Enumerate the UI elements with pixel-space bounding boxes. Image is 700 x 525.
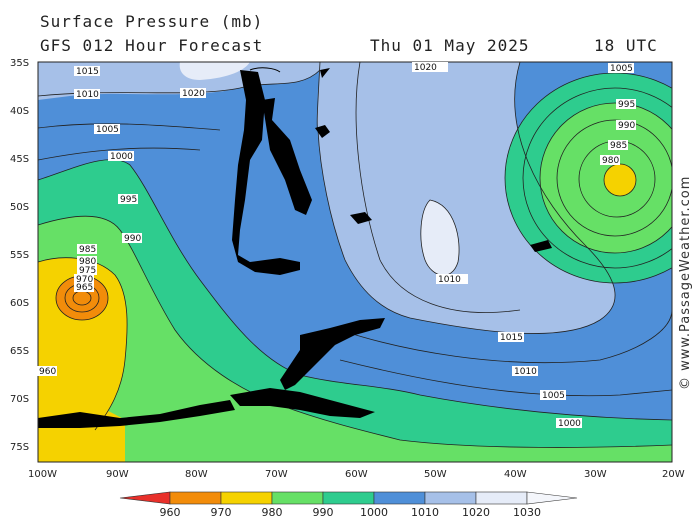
isobar-label: 970 (76, 275, 93, 285)
isobar-label: 1005 (610, 64, 633, 74)
chart-title: Surface Pressure (mb) (40, 12, 264, 31)
coast-fragment-north (320, 68, 330, 78)
lat-axis: 35S 40S 45S 50S 55S 60S 65S 70S 75S (10, 58, 29, 453)
forecast-subtitle: GFS 012 Hour Forecast (40, 36, 264, 55)
lon-axis: 100W 90W 80W 70W 60W 50W 40W 30W 20W (28, 469, 685, 480)
lon-tick-60w: 60W (345, 469, 368, 480)
antarctica-west (38, 400, 235, 428)
falkland-islands (350, 212, 372, 224)
credit-watermark: © www.PassageWeather.com (678, 176, 693, 390)
antarctica-coast (230, 388, 375, 418)
lon-tick-30w: 30W (584, 469, 607, 480)
isobar-label: 1010 (76, 90, 99, 100)
isobar-label: 965 (76, 283, 93, 293)
isobar-label: 960 (39, 367, 56, 377)
field-980-antarctic (38, 395, 125, 462)
lon-tick-80w: 80W (185, 469, 208, 480)
isobar-label: 1015 (76, 67, 99, 77)
isobar-label: 985 (610, 141, 627, 151)
lon-tick-50w: 50W (424, 469, 447, 480)
isobar-label: 990 (618, 121, 635, 131)
isobar-label: 995 (120, 195, 137, 205)
lon-tick-20w: 20W (662, 469, 685, 480)
lat-tick-70s: 70S (10, 394, 29, 405)
low-atlantic-core (604, 164, 636, 196)
isobar-label: 980 (79, 257, 96, 267)
land-outlines (38, 67, 552, 428)
south-america-land (232, 70, 300, 275)
field-1030-north (179, 62, 250, 80)
forecast-time: 18 UTC (594, 36, 658, 55)
isobar-label: 1010 (438, 275, 461, 285)
isobar-label: 1000 (110, 152, 133, 162)
credit-text: © www.PassageWeather.com (678, 176, 693, 390)
lat-tick-40s: 40S (10, 106, 29, 117)
lat-tick-50s: 50S (10, 202, 29, 213)
isobar-label: 1020 (414, 63, 437, 73)
isobar-label: 1015 (500, 333, 523, 343)
lat-tick-65s: 65S (10, 346, 29, 357)
antarctic-peninsula (280, 318, 385, 390)
patagonia-land (262, 98, 312, 215)
lat-tick-75s: 75S (10, 442, 29, 453)
lon-tick-40w: 40W (504, 469, 527, 480)
forecast-date: Thu 01 May 2025 (370, 36, 530, 55)
lon-tick-90w: 90W (106, 469, 129, 480)
south-georgia (530, 240, 552, 252)
isobar-label: 1005 (542, 391, 565, 401)
coast-fragment (315, 125, 330, 138)
isobar-label: 1005 (96, 125, 119, 135)
isobar-label: 980 (602, 156, 619, 166)
lon-tick-70w: 70W (265, 469, 288, 480)
isobar-label: 985 (79, 245, 96, 255)
isobar-label: 975 (79, 266, 96, 276)
lat-tick-55s: 55S (10, 250, 29, 261)
map-frame (37, 61, 673, 463)
lon-tick-100w: 100W (28, 469, 57, 480)
lat-tick-60s: 60S (10, 298, 29, 309)
field-1020-central (317, 62, 616, 334)
isobar-label: 990 (124, 234, 141, 244)
isobar-label: 1020 (182, 89, 205, 99)
pressure-fields (38, 62, 672, 462)
lat-tick-45s: 45S (10, 154, 29, 165)
isobar-labels: 1015 1010 1020 1005 1000 995 990 985 980… (37, 62, 636, 429)
isobar-label: 1010 (514, 367, 537, 377)
field-1030-high (420, 200, 460, 276)
field-990-south (38, 216, 672, 462)
isobar-label: 995 (618, 100, 635, 110)
isobar-label: 1000 (558, 419, 581, 429)
lat-tick-35s: 35S (10, 58, 29, 69)
low-pacific-core (56, 276, 108, 320)
